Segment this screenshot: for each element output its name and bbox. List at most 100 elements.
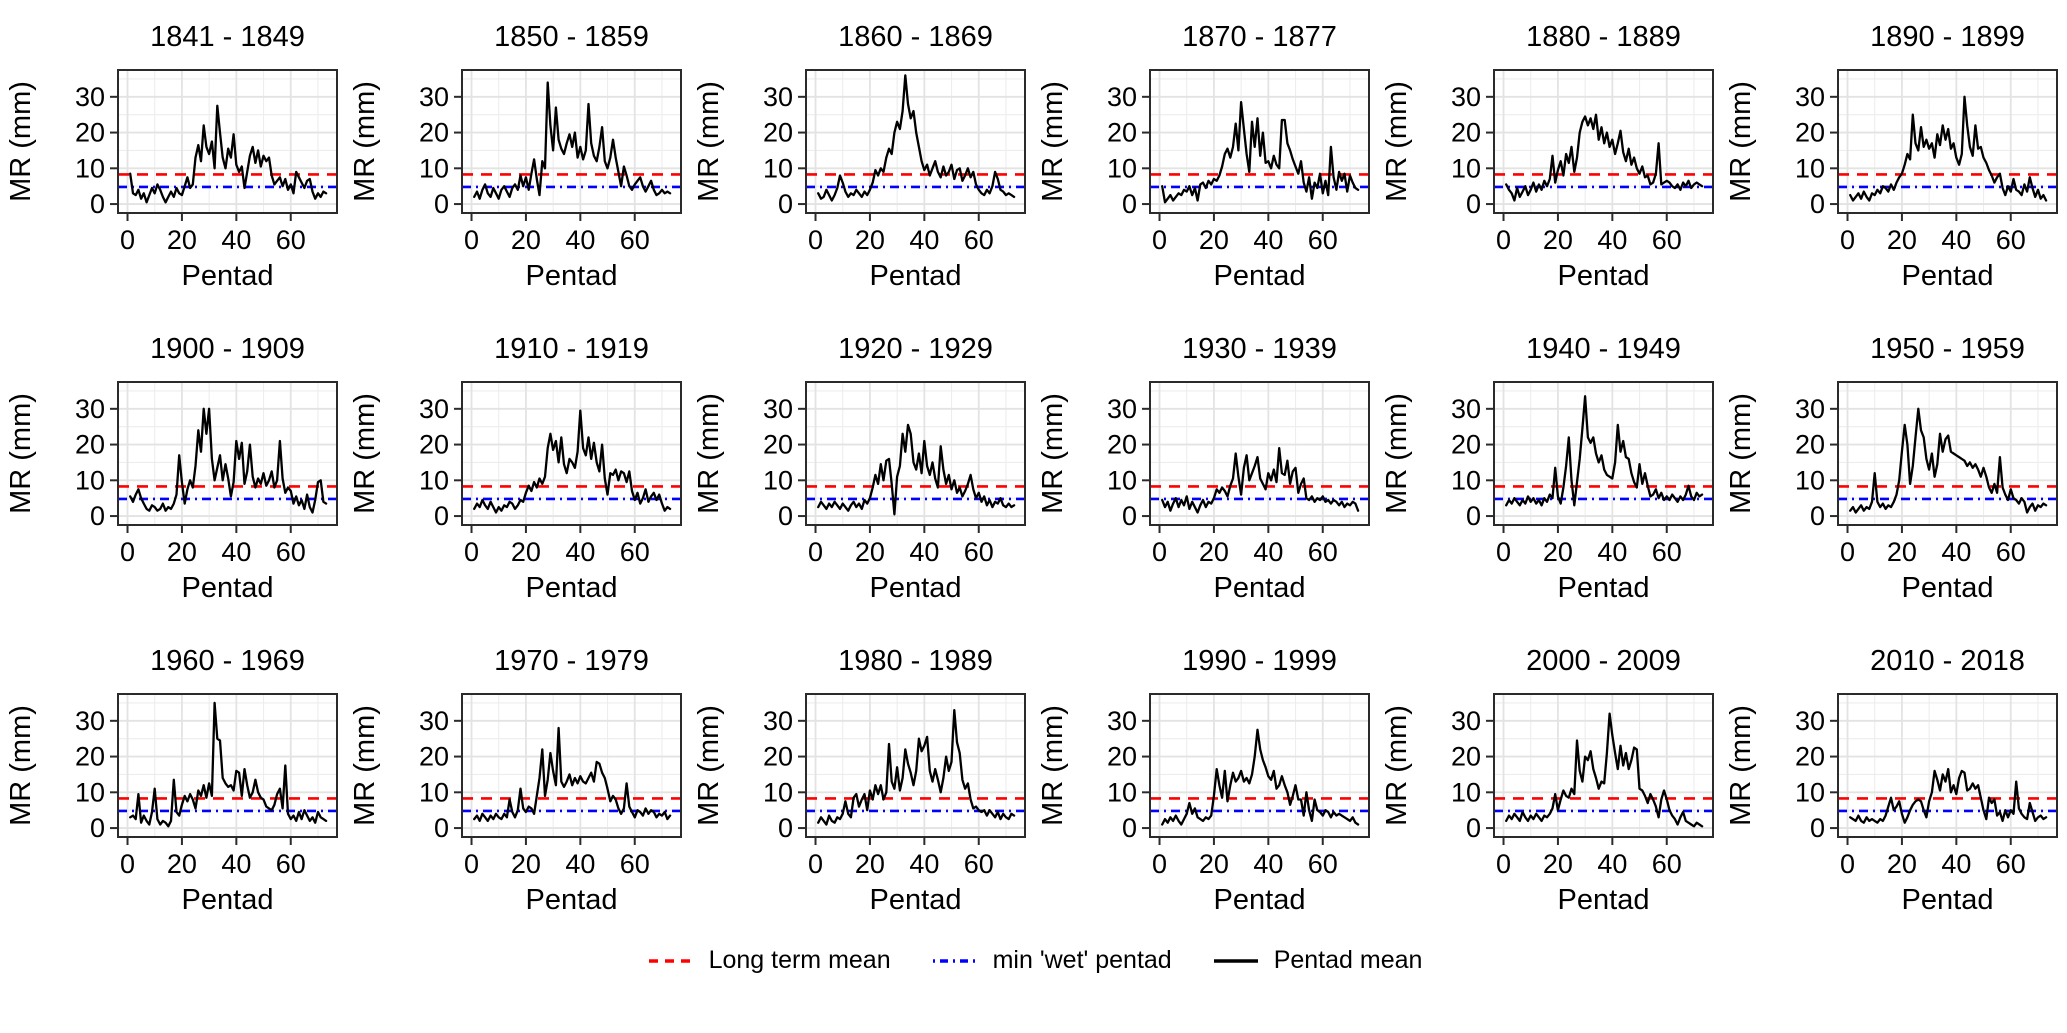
x-tick-label: 20	[1887, 849, 1917, 879]
x-tick-label: 0	[1840, 537, 1855, 567]
legend-item: Pentad mean	[1210, 946, 1423, 975]
plot-border	[1493, 381, 1714, 526]
x-tick-label: 60	[620, 849, 650, 879]
pentad-mean-line	[1161, 728, 1360, 826]
x-tick-label: 0	[1840, 849, 1855, 879]
y-tick-label: 20	[1795, 118, 1825, 148]
y-tick-label: 0	[778, 189, 793, 219]
x-tick-label: 40	[1253, 225, 1283, 255]
y-tick-label: 30	[1107, 706, 1137, 736]
pentad-mean-line	[129, 104, 328, 204]
y-tick-label: 20	[419, 430, 449, 460]
y-tick-label: 30	[419, 394, 449, 424]
x-tick-label: 0	[120, 537, 135, 567]
x-axis-label: Pentad	[1558, 884, 1650, 916]
plot-border	[117, 381, 338, 526]
x-tick-label: 60	[1996, 849, 2026, 879]
grid-lines	[806, 70, 1025, 213]
chart-panel: 0 20 40 60 0 10 20 30 2010 - 2018 Pentad MR (mm)	[1720, 632, 2064, 928]
y-tick-label: 10	[75, 153, 105, 183]
x-axis-label: Pentad	[182, 572, 274, 604]
x-tick-label: 40	[1253, 537, 1283, 567]
panel-chart: 0 20 40 60 0 10 20 30 1870 - 1877 Pentad MR (mm)	[1037, 21, 1370, 292]
x-tick-label: 20	[855, 849, 885, 879]
y-tick-label: 10	[1795, 153, 1825, 183]
grid-lines	[118, 382, 337, 525]
axes: 0 20 40 60 0 10 20 30	[763, 394, 994, 567]
panel-title: 1900 - 1909	[150, 333, 305, 365]
axes: 0 20 40 60 0 10 20 30	[419, 394, 650, 567]
chart-panel: 0 20 40 60 0 10 20 30 1841 - 1849 Pentad MR (mm)	[0, 8, 344, 304]
y-tick-label: 30	[75, 394, 105, 424]
y-tick-label: 10	[763, 465, 793, 495]
y-tick-label: 20	[1795, 430, 1825, 460]
panel-chart: 0 20 40 60 0 10 20 30 1860 - 1869 Pentad MR (mm)	[693, 21, 1026, 292]
x-tick-label: 0	[1152, 537, 1167, 567]
y-tick-label: 30	[75, 706, 105, 736]
pentad-mean-line	[1161, 101, 1360, 204]
x-tick-label: 20	[511, 537, 541, 567]
legend-label: Pentad mean	[1273, 946, 1423, 974]
x-tick-label: 40	[221, 849, 251, 879]
y-tick-label: 10	[1795, 465, 1825, 495]
x-axis-label: Pentad	[1902, 884, 1994, 916]
panel-chart: 0 20 40 60 0 10 20 30 1880 - 1889 Pentad MR (mm)	[1381, 21, 1714, 292]
legend-item: Long term mean	[645, 946, 891, 975]
plot-border	[1149, 69, 1370, 214]
legend-label: min 'wet' pentad	[992, 946, 1172, 974]
x-tick-label: 40	[221, 537, 251, 567]
x-axis-label: Pentad	[1214, 572, 1306, 604]
x-tick-label: 20	[855, 225, 885, 255]
y-tick-label: 10	[1795, 777, 1825, 807]
plot-border	[805, 693, 1026, 838]
pentad-mean-line	[817, 423, 1016, 516]
min-wet-pentad-key-icon	[932, 958, 977, 963]
panel-title: 1990 - 1999	[1182, 645, 1337, 677]
x-tick-label: 0	[120, 225, 135, 255]
y-tick-label: 30	[419, 82, 449, 112]
y-axis-label: MR (mm)	[1381, 393, 1413, 514]
axes: 0 20 40 60 0 10 20 30	[1451, 394, 1682, 567]
y-tick-label: 20	[75, 430, 105, 460]
pentad-mean-line	[1161, 446, 1360, 514]
panel-chart: 0 20 40 60 0 10 20 30 1850 - 1859 Pentad MR (mm)	[349, 21, 682, 292]
y-axis-label: MR (mm)	[5, 393, 37, 514]
x-tick-label: 20	[1887, 225, 1917, 255]
x-tick-label: 0	[1496, 225, 1511, 255]
panel-chart: 0 20 40 60 0 10 20 30 2000 - 2009 Pentad MR (mm)	[1381, 645, 1714, 916]
pentad-mean-line	[473, 409, 672, 514]
y-tick-label: 20	[763, 742, 793, 772]
y-axis-label: MR (mm)	[349, 81, 381, 202]
x-tick-label: 60	[276, 849, 306, 879]
legend-item: min 'wet' pentad	[929, 946, 1172, 975]
x-tick-label: 20	[1199, 225, 1229, 255]
axes: 0 20 40 60 0 10 20 30	[1107, 706, 1338, 879]
axes: 0 20 40 60 0 10 20 30	[75, 394, 306, 567]
x-tick-label: 20	[167, 537, 197, 567]
x-tick-label: 40	[1597, 225, 1627, 255]
x-tick-label: 40	[565, 225, 595, 255]
grid-lines	[1150, 70, 1369, 213]
x-tick-label: 0	[120, 849, 135, 879]
y-tick-label: 20	[1107, 430, 1137, 460]
axes: 0 20 40 60 0 10 20 30	[763, 82, 994, 255]
panel-title: 1950 - 1959	[1870, 333, 2025, 365]
x-tick-label: 40	[909, 537, 939, 567]
x-tick-label: 20	[855, 537, 885, 567]
panel-chart: 0 20 40 60 0 10 20 30 1980 - 1989 Pentad MR (mm)	[693, 645, 1026, 916]
y-axis-label: MR (mm)	[693, 81, 725, 202]
axes: 0 20 40 60 0 10 20 30	[1795, 82, 2026, 255]
x-tick-label: 40	[1253, 849, 1283, 879]
y-tick-label: 10	[1451, 153, 1481, 183]
y-tick-label: 30	[419, 706, 449, 736]
pentad-mean-line	[473, 81, 672, 200]
x-tick-label: 20	[1199, 537, 1229, 567]
plot-border	[1837, 69, 2058, 214]
x-tick-label: 20	[1543, 537, 1573, 567]
pentad-mean-line	[817, 74, 1016, 202]
x-axis-label: Pentad	[1902, 260, 1994, 292]
y-tick-label: 20	[1451, 742, 1481, 772]
x-tick-label: 40	[909, 225, 939, 255]
axes: 0 20 40 60 0 10 20 30	[75, 82, 306, 255]
x-tick-label: 60	[964, 537, 994, 567]
